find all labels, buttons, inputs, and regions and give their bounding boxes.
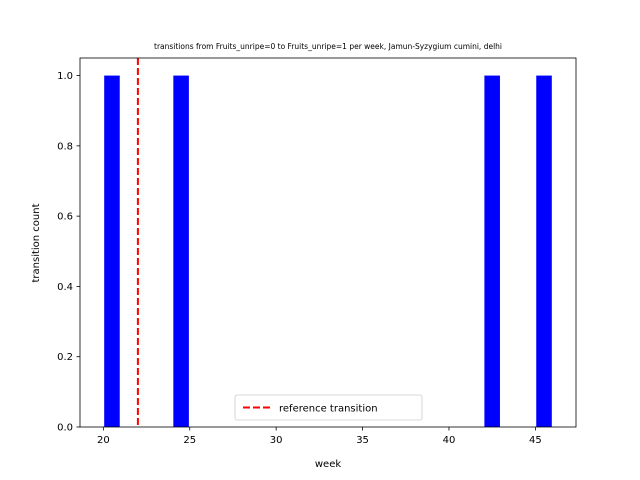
x-tick-label: 45 <box>529 435 542 446</box>
legend-label-reference: reference transition <box>279 404 378 415</box>
chart-title: transitions from Fruits_unripe=0 to Frui… <box>154 42 502 51</box>
y-tick-label: 0.8 <box>57 141 73 152</box>
y-axis-label: transition count <box>31 203 42 282</box>
bar-week-42.5 <box>484 75 500 428</box>
x-axis-label: week <box>315 459 341 470</box>
y-tick-label: 0.0 <box>57 423 73 434</box>
bar-week-24.5 <box>173 75 189 428</box>
y-tick-label: 1.0 <box>57 71 73 82</box>
axes-frame <box>79 57 577 428</box>
y-tick-label: 0.2 <box>57 352 73 363</box>
x-tick-label: 30 <box>270 435 283 446</box>
y-tick-label: 0.6 <box>57 212 73 223</box>
legend-box <box>234 394 423 421</box>
plot-area: 20 25 30 35 40 45 0.0 0.2 0.4 0.6 0.8 1.0 reference … <box>57 57 577 446</box>
x-tick-label: 25 <box>183 435 196 446</box>
bar-week-45.5 <box>536 75 552 428</box>
y-tick-label: 0.4 <box>57 282 73 293</box>
bar-week-20.5 <box>104 75 120 428</box>
x-tick-label: 40 <box>443 435 456 446</box>
x-tick-label: 20 <box>97 435 110 446</box>
x-tick-label: 35 <box>356 435 369 446</box>
